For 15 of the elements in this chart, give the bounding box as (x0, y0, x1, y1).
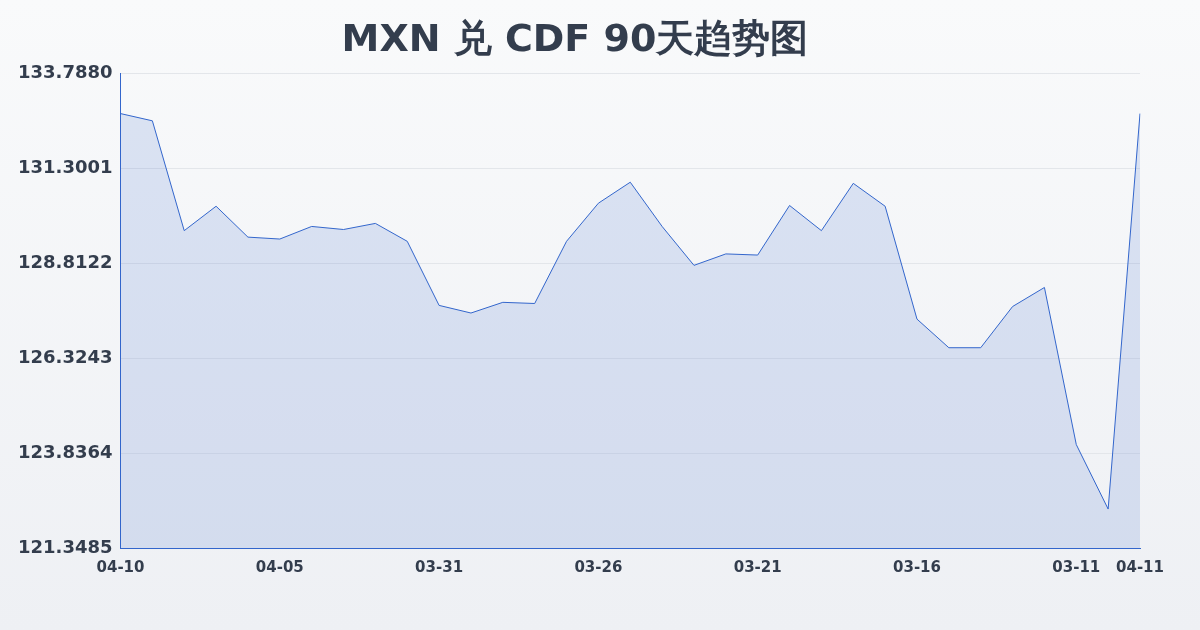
y-tick-label: 131.3001 (17, 156, 113, 178)
x-tick-label: 03-31 (415, 557, 464, 576)
x-tick-label: 03-21 (733, 557, 782, 576)
y-tick-label: 126.3243 (17, 345, 113, 367)
x-tick-label: 03-16 (892, 557, 941, 576)
chart-title: MXN 兑 CDF 90天趋势图 (341, 15, 809, 60)
x-tick-label: 04-10 (96, 557, 145, 576)
x-tick-label: 03-11 (1052, 557, 1101, 576)
y-tick-label: 121.3485 (17, 535, 113, 557)
y-tick-label: 123.8364 (17, 440, 113, 462)
x-tick-label: 04-11 (1116, 557, 1164, 576)
x-tick-label: 03-26 (574, 557, 623, 576)
y-tick-label: 133.7880 (17, 61, 113, 83)
y-tick-label: 128.8122 (17, 251, 113, 273)
x-tick-label: 04-05 (255, 557, 304, 576)
